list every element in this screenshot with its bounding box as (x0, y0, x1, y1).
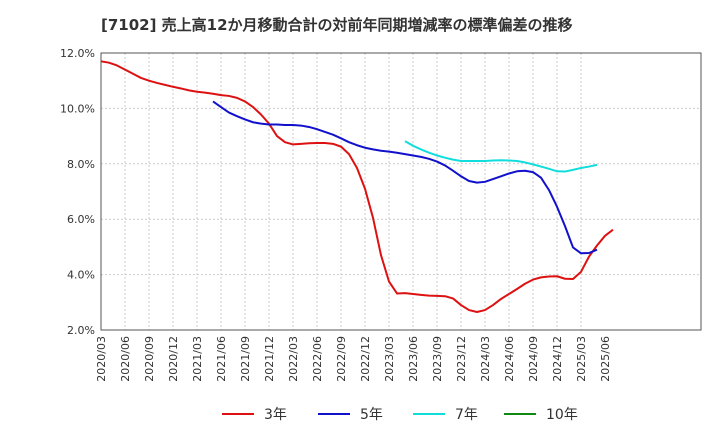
x-tick-label: 2020/09 (143, 336, 156, 382)
y-tick-label: 4.0% (67, 269, 95, 282)
x-tick-label: 2021/12 (263, 336, 276, 382)
x-tick-label: 2021/06 (215, 336, 228, 382)
series-line-3年 (100, 60, 614, 313)
chart-title: [7102] 売上高12か月移動合計の対前年同期増減率の標準偏差の推移 (101, 16, 573, 34)
x-tick-label: 2024/09 (527, 336, 540, 382)
x-axis-ticks: 2020/03 2020/06 2020/09 2020/12 2021/03 2021/… (95, 336, 612, 382)
y-axis-ticks: 2.0% 4.0% 6.0% 8.0% 10.0% 12.0% (60, 47, 95, 337)
x-tick-label: 2024/03 (479, 336, 492, 382)
legend-label: 3年 (264, 407, 287, 423)
x-tick-label: 2020/03 (95, 336, 108, 382)
x-tick-label: 2023/06 (407, 336, 420, 382)
x-tick-label: 2020/06 (119, 336, 132, 382)
y-tick-label: 2.0% (67, 324, 95, 337)
x-tick-label: 2021/09 (239, 336, 252, 382)
x-tick-label: 2024/12 (551, 336, 564, 382)
legend-label: 10年 (546, 407, 578, 423)
x-tick-label: 2022/03 (287, 336, 300, 382)
x-tick-label: 2022/09 (335, 336, 348, 382)
series-lines (100, 60, 614, 313)
y-tick-label: 12.0% (60, 47, 95, 60)
x-tick-label: 2021/03 (191, 336, 204, 382)
x-tick-label: 2022/12 (359, 336, 372, 382)
x-tick-label: 2024/06 (503, 336, 516, 382)
x-tick-label: 2020/12 (167, 336, 180, 382)
legend-label: 7年 (455, 407, 478, 423)
y-tick-label: 10.0% (60, 102, 95, 115)
series-line-7年 (404, 140, 598, 173)
y-tick-label: 8.0% (67, 158, 95, 171)
series-line-5年 (212, 100, 598, 255)
legend-label: 5年 (360, 407, 383, 423)
x-tick-label: 2022/06 (311, 336, 324, 382)
x-tick-label: 2025/03 (575, 336, 588, 382)
legend: 3年 5年 7年 10年 (222, 407, 578, 423)
plot-area-border (100, 52, 702, 331)
x-tick-label: 2023/03 (383, 336, 396, 382)
x-tick-label: 2023/12 (455, 336, 468, 382)
y-tick-label: 6.0% (67, 213, 95, 226)
x-tick-label: 2025/06 (599, 336, 612, 382)
x-tick-label: 2023/09 (431, 336, 444, 382)
gridlines (101, 52, 701, 331)
